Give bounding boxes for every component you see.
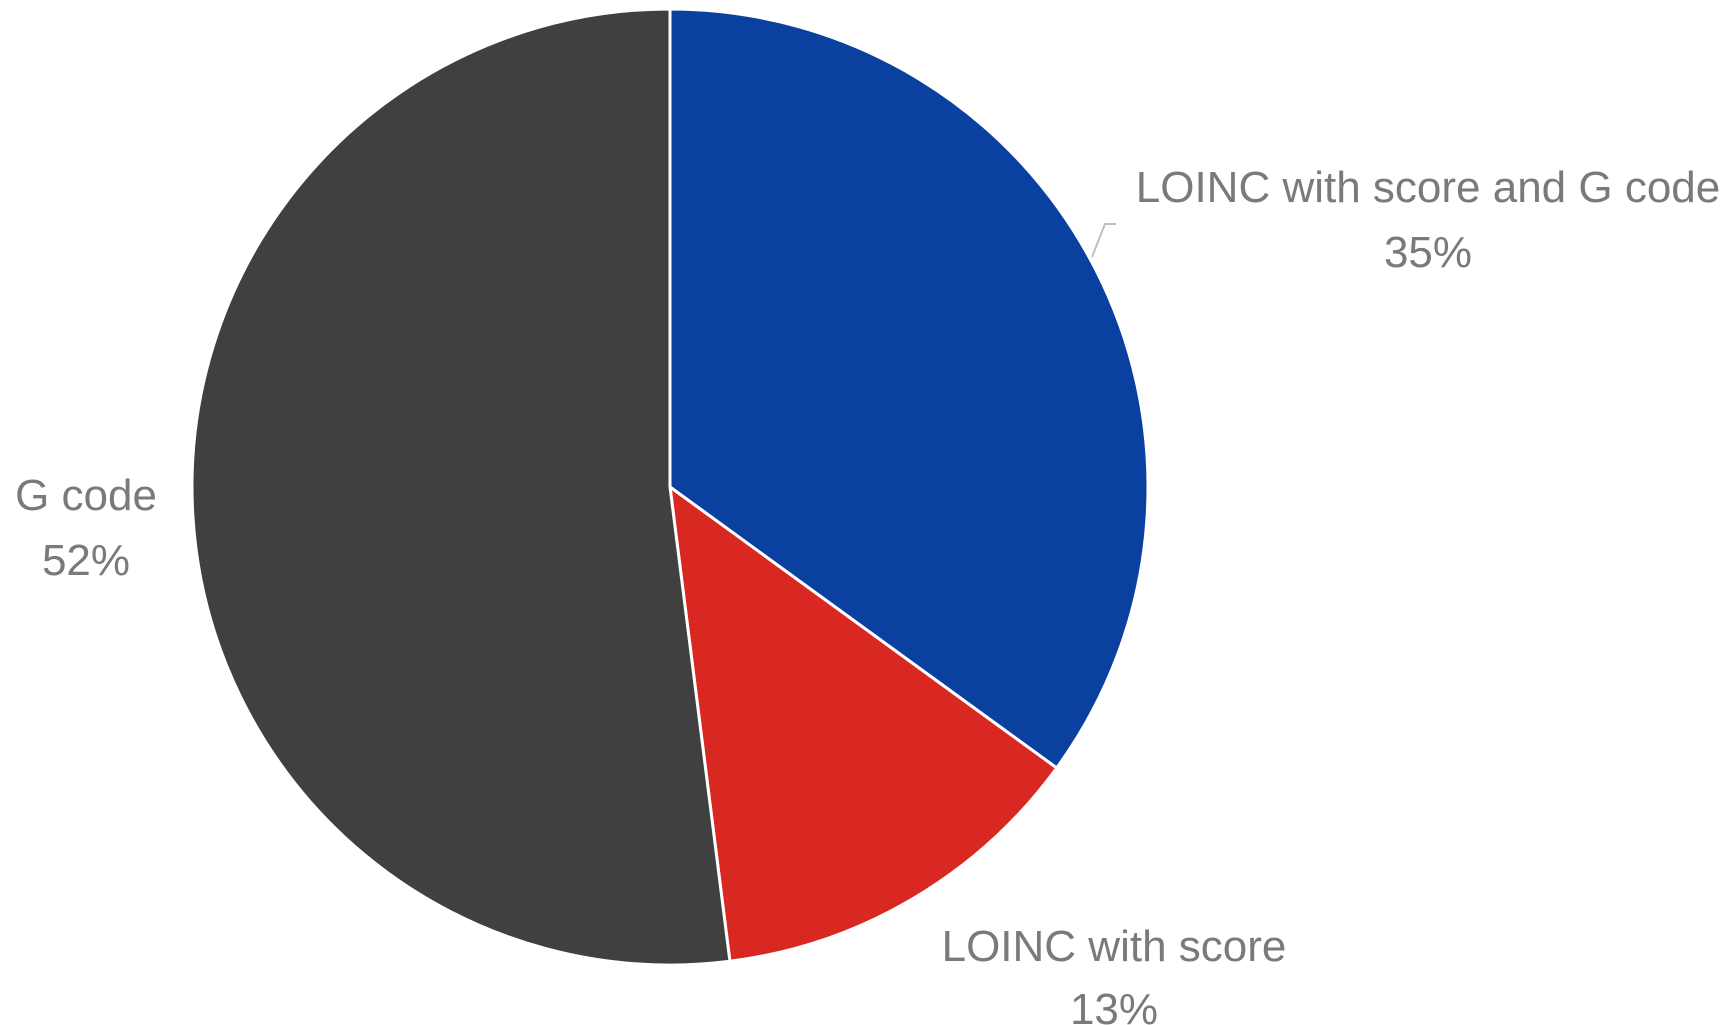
data-label-loinc-score-gcode: LOINC with score and G code 35% bbox=[1136, 163, 1720, 277]
data-label-value: 13% bbox=[1070, 985, 1158, 1025]
data-label-loinc-score: LOINC with score 13% bbox=[942, 922, 1287, 1025]
pie-slices bbox=[190, 7, 1150, 967]
data-label-name: G code bbox=[15, 471, 157, 520]
leader-line-loinc-score-gcode bbox=[1091, 223, 1116, 258]
pie-slice-loinc-with-score bbox=[668, 485, 1059, 963]
data-label-g-code: G code 52% bbox=[15, 471, 157, 585]
data-label-name: LOINC with score and G code bbox=[1136, 163, 1720, 212]
pie-slice-loinc-with-score-and-g-code bbox=[668, 7, 1150, 770]
data-label-value: 52% bbox=[42, 536, 130, 585]
data-label-name: LOINC with score bbox=[942, 922, 1287, 971]
data-label-value: 35% bbox=[1384, 228, 1472, 277]
pie-slice-g-code bbox=[190, 7, 732, 967]
